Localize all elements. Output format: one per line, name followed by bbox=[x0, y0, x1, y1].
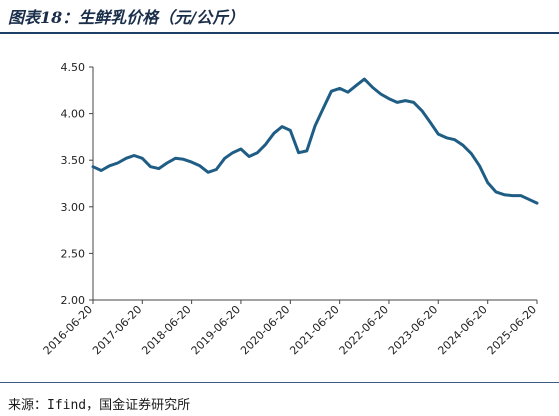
source-note: 来源：Ifind，国金证券研究所 bbox=[8, 398, 191, 413]
x-tick-label: 2025-06-20 bbox=[485, 303, 539, 357]
x-tick-label: 2020-06-20 bbox=[238, 303, 292, 357]
x-tick-label: 2022-06-20 bbox=[337, 303, 391, 357]
x-tick-label: 2018-06-20 bbox=[139, 303, 193, 357]
y-tick-label: 3.00 bbox=[61, 201, 86, 214]
y-tick-label: 2.50 bbox=[61, 247, 86, 260]
y-tick-label: 3.50 bbox=[61, 154, 86, 167]
x-axis-ticks: 2016-06-202017-06-202018-06-202019-06-20… bbox=[41, 300, 539, 357]
x-tick-label: 2024-06-20 bbox=[435, 303, 489, 357]
x-tick-label: 2017-06-20 bbox=[90, 303, 144, 357]
x-tick-label: 2016-06-20 bbox=[41, 303, 95, 357]
y-tick-label: 4.00 bbox=[61, 108, 86, 121]
series-line bbox=[91, 77, 539, 205]
x-tick-label: 2021-06-20 bbox=[287, 303, 341, 357]
top-rule bbox=[0, 32, 559, 34]
bottom-rule bbox=[0, 382, 559, 383]
figure-title: 图表18：生鲜乳价格（元/公斤） bbox=[8, 8, 245, 27]
x-tick-label: 2019-06-20 bbox=[189, 303, 243, 357]
x-tick-label: 2023-06-20 bbox=[386, 303, 440, 357]
axes bbox=[92, 67, 537, 301]
y-axis-ticks: 4.50 4.00 3.50 3.00 2.50 2.00 bbox=[61, 61, 93, 307]
y-tick-label: 2.00 bbox=[61, 294, 86, 307]
y-tick-label: 4.50 bbox=[61, 61, 86, 74]
